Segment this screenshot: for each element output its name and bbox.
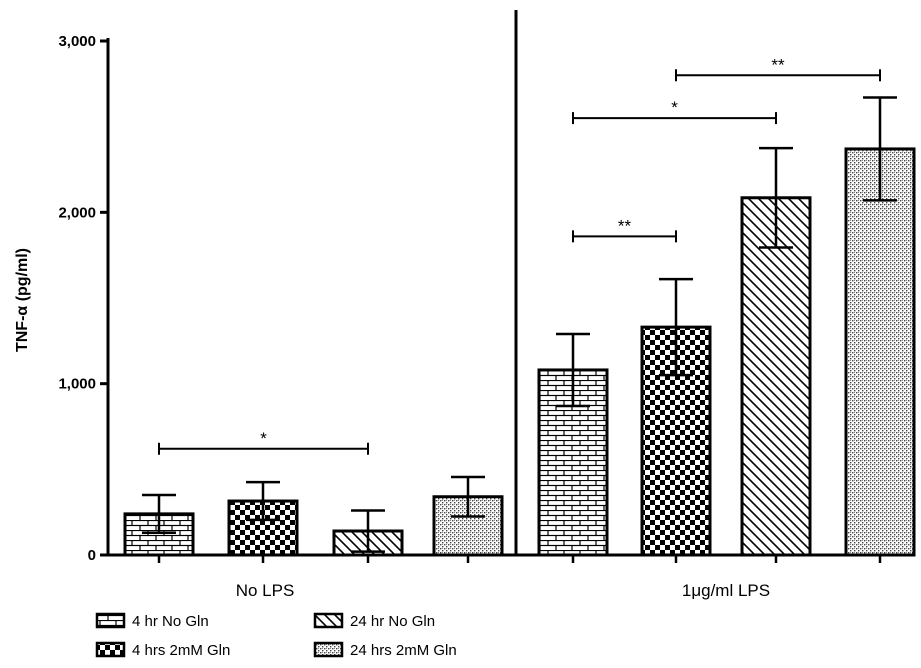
bars: [123, 96, 916, 557]
x-group-label: 1μg/ml LPS: [682, 581, 770, 600]
y-tick-label: 2,000: [58, 204, 96, 221]
significance-label: **: [618, 216, 632, 235]
legend-swatch: [313, 641, 344, 658]
y-tick-label: 0: [88, 547, 96, 564]
legend: 4 hr No Gln 4 hrs 2mM Gln 24 hr No Gln 24 h…: [95, 612, 457, 659]
significance-label: **: [771, 55, 785, 74]
legend-label: 4 hr No Gln: [132, 613, 209, 630]
significance-label: *: [260, 429, 267, 448]
bar: [640, 325, 712, 557]
y-tick-label: 1,000: [58, 376, 96, 393]
legend-swatch: [95, 641, 126, 658]
significance-brackets: ******: [158, 55, 881, 455]
significance-label: *: [671, 98, 678, 117]
y-axis: 0 1,000 2,000 3,000: [58, 33, 110, 564]
y-axis-title: TNF-α (pg/ml): [14, 248, 31, 352]
legend-swatch: [313, 612, 344, 629]
legend-label: 4 hrs 2mM Gln: [132, 642, 230, 659]
legend-label: 24 hr No Gln: [350, 613, 435, 630]
legend-label: 24 hrs 2mM Gln: [350, 642, 457, 659]
legend-swatch: [95, 612, 126, 629]
bar: [227, 499, 299, 557]
x-group-label: No LPS: [236, 581, 295, 600]
y-tick-label: 3,000: [58, 33, 96, 50]
bar: [740, 196, 812, 557]
bar: [844, 147, 916, 557]
